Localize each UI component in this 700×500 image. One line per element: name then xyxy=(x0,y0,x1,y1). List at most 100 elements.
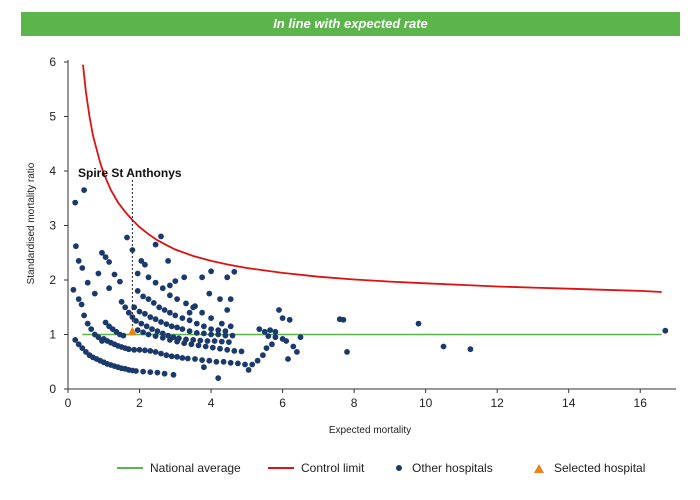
legend-item-other-hospitals: Other hospitals xyxy=(392,458,493,478)
other-hospital-point xyxy=(125,309,132,316)
other-hospital-point xyxy=(106,259,112,265)
other-hospital-point xyxy=(142,261,148,268)
other-hospital-point xyxy=(183,300,189,307)
other-hospital-point xyxy=(138,258,145,264)
other-hospital-point xyxy=(167,292,173,299)
other-hospital-point xyxy=(186,328,193,335)
other-hospital-point xyxy=(75,296,82,302)
other-hospital-point xyxy=(190,337,197,343)
other-hospital-point xyxy=(70,286,77,293)
other-hospital-point xyxy=(95,334,102,341)
other-hospital-point xyxy=(99,249,105,256)
other-hospital-point xyxy=(143,323,150,330)
status-banner: In line with expected rate xyxy=(21,12,680,36)
legend-item-control-limit: Control limit xyxy=(268,458,364,478)
other-hospital-point xyxy=(140,368,147,375)
other-hospital-point xyxy=(260,352,266,359)
other-hospital-point xyxy=(88,326,95,332)
other-hospital-point xyxy=(152,279,159,286)
other-hospital-point xyxy=(84,320,91,327)
other-hospital-point xyxy=(184,355,191,362)
other-hospital-point xyxy=(147,369,154,375)
other-hospital-point xyxy=(256,326,263,332)
other-hospital-point xyxy=(290,343,297,350)
other-hospital-point xyxy=(145,274,152,281)
other-hospital-point xyxy=(186,317,193,324)
other-hospital-point xyxy=(172,278,179,284)
y-tick-label: 4 xyxy=(49,164,56,178)
other-hospital-point xyxy=(224,274,231,281)
other-hospital-point xyxy=(208,315,215,321)
other-hospitals-dot-swatch xyxy=(396,465,402,471)
other-hospital-point xyxy=(192,356,198,362)
y-tick-label: 0 xyxy=(49,382,56,396)
other-hospital-point xyxy=(279,315,286,321)
other-hospital-point xyxy=(186,309,193,316)
other-hospital-point xyxy=(124,234,130,241)
other-hospital-point xyxy=(140,329,147,336)
other-hospital-point xyxy=(95,270,102,277)
other-hospital-point xyxy=(134,288,141,294)
other-hospital-point xyxy=(165,332,172,339)
other-hospital-point xyxy=(78,301,85,308)
other-hospital-point xyxy=(276,307,282,313)
other-hospital-point xyxy=(91,290,98,297)
other-hospital-point xyxy=(229,332,236,339)
other-hospital-point xyxy=(286,316,293,323)
selected-hospital-triangle-swatch xyxy=(534,463,544,473)
other-hospital-point xyxy=(174,353,181,360)
other-hospital-point xyxy=(467,346,474,353)
other-hospital-point xyxy=(133,368,139,374)
x-axis-title: Expected mortality xyxy=(329,425,411,436)
other-hospital-point xyxy=(149,326,155,332)
other-hospital-point xyxy=(158,319,164,325)
other-hospital-point xyxy=(217,296,223,302)
other-hospital-point xyxy=(201,364,207,371)
other-hospital-point xyxy=(215,331,222,338)
x-tick-label: 8 xyxy=(351,396,358,410)
other-hospital-point xyxy=(208,331,215,338)
other-hospital-point xyxy=(269,341,275,348)
other-hospital-point xyxy=(147,314,154,320)
other-hospital-point xyxy=(340,316,347,323)
other-hospital-point xyxy=(170,371,177,378)
other-hospital-point xyxy=(201,323,207,330)
other-hospital-point xyxy=(192,303,198,310)
y-tick-label: 3 xyxy=(49,219,56,233)
other-hospital-point xyxy=(167,309,173,316)
other-hospital-point xyxy=(224,346,231,353)
x-tick-label: 16 xyxy=(634,396,648,410)
other-hospital-point xyxy=(199,274,206,281)
other-hospital-point xyxy=(152,349,159,355)
other-hospital-point xyxy=(84,279,91,286)
other-hospital-point xyxy=(158,233,164,240)
other-hospital-point xyxy=(154,328,161,335)
other-hospital-point xyxy=(183,336,189,343)
other-hospital-point xyxy=(222,332,229,339)
other-hospital-point xyxy=(154,369,161,376)
other-hospital-point xyxy=(179,315,186,321)
other-hospital-point xyxy=(226,339,232,345)
other-hospital-point xyxy=(102,254,109,260)
other-hospital-point xyxy=(344,349,350,355)
x-tick-label: 14 xyxy=(562,396,576,410)
other-hospital-point xyxy=(215,327,222,333)
other-hospital-point xyxy=(249,361,256,368)
other-hospital-point xyxy=(106,285,112,292)
x-tick-label: 12 xyxy=(490,396,504,410)
other-hospital-point xyxy=(142,310,148,317)
other-hospital-point xyxy=(72,337,79,343)
other-hospital-point xyxy=(227,323,234,330)
other-hospital-point xyxy=(193,330,200,336)
other-hospital-point xyxy=(170,334,177,341)
other-hospital-point xyxy=(208,268,215,275)
other-hospital-point xyxy=(440,343,447,350)
other-hospital-point xyxy=(245,367,252,373)
other-hospital-point xyxy=(145,331,152,338)
other-hospital-point xyxy=(138,320,145,327)
other-hospital-point xyxy=(159,330,166,337)
other-hospital-point xyxy=(120,332,127,339)
other-hospital-point xyxy=(272,334,279,341)
y-tick-label: 5 xyxy=(49,110,56,124)
